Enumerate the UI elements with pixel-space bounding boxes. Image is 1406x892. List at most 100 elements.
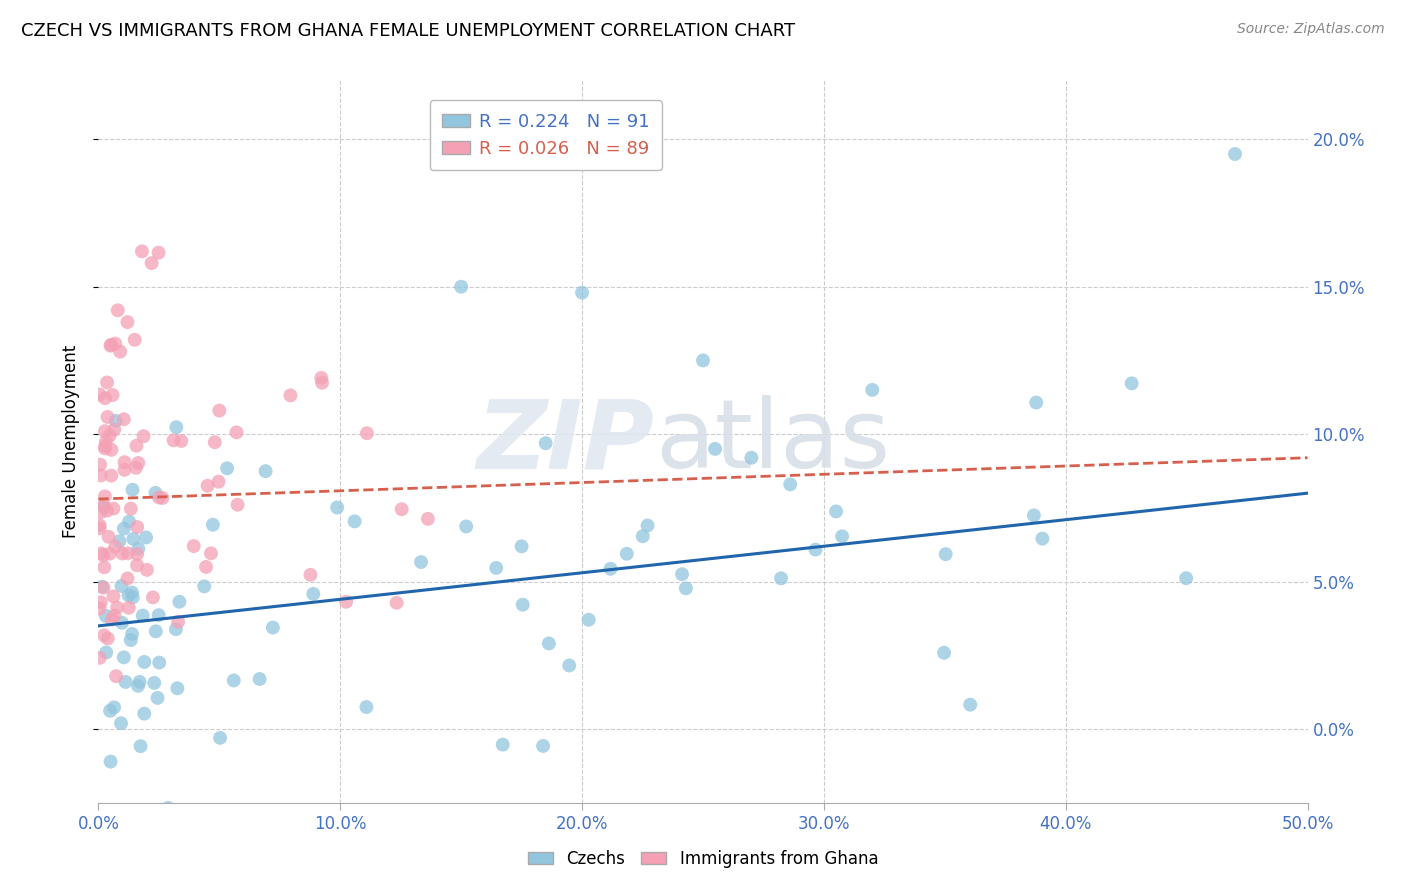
Point <box>96 376 118 390</box>
Point <box>104 414 127 428</box>
Point <box>91 580 114 594</box>
Point <box>1223 147 1246 161</box>
Point <box>162 434 184 448</box>
Point <box>136 563 159 577</box>
Point <box>94 442 117 456</box>
Point <box>935 547 957 561</box>
Point <box>831 529 853 543</box>
Point <box>456 519 478 533</box>
Point <box>166 681 188 696</box>
Point <box>148 245 170 260</box>
Point <box>209 731 232 745</box>
Point <box>125 558 148 573</box>
Point <box>91 548 114 562</box>
Point <box>225 425 247 440</box>
Point <box>148 656 170 670</box>
Point <box>125 460 148 475</box>
Point <box>675 582 697 596</box>
Point <box>804 542 827 557</box>
Point <box>105 600 128 615</box>
Point <box>112 522 135 536</box>
Point <box>114 455 136 469</box>
Point <box>93 628 115 642</box>
Point <box>94 424 117 438</box>
Point <box>98 547 121 561</box>
Point <box>89 458 111 472</box>
Point <box>217 461 239 475</box>
Point <box>118 600 141 615</box>
Point <box>121 585 143 599</box>
Point <box>779 477 801 491</box>
Point <box>537 636 560 650</box>
Point <box>134 655 156 669</box>
Point <box>93 499 115 513</box>
Point <box>356 426 378 441</box>
Text: ZIP: ZIP <box>477 395 655 488</box>
Point <box>121 591 143 605</box>
Point <box>90 595 112 609</box>
Point <box>141 256 163 270</box>
Point <box>165 420 187 434</box>
Point <box>94 434 117 449</box>
Legend: Czechs, Immigrants from Ghana: Czechs, Immigrants from Ghana <box>520 844 886 875</box>
Point <box>302 587 325 601</box>
Point <box>97 632 120 646</box>
Point <box>222 673 245 688</box>
Point <box>558 658 581 673</box>
Point <box>97 530 120 544</box>
Point <box>132 608 155 623</box>
Point <box>121 627 143 641</box>
Point <box>127 547 149 561</box>
Point <box>117 572 139 586</box>
Point <box>165 622 187 636</box>
Point <box>409 555 432 569</box>
Point <box>148 491 170 505</box>
Point <box>385 596 408 610</box>
Point <box>127 679 149 693</box>
Point <box>145 624 167 639</box>
Point <box>101 388 124 402</box>
Point <box>117 588 139 602</box>
Point <box>129 739 152 753</box>
Point <box>1121 376 1143 391</box>
Point <box>90 505 112 519</box>
Point <box>98 704 121 718</box>
Point <box>89 521 111 535</box>
Point <box>193 579 215 593</box>
Point <box>860 383 883 397</box>
Point <box>94 439 117 453</box>
Point <box>111 547 134 561</box>
Point <box>90 468 112 483</box>
Point <box>93 581 115 595</box>
Point <box>96 409 118 424</box>
Point <box>510 539 533 553</box>
Point <box>94 608 117 623</box>
Point <box>1022 508 1045 523</box>
Point <box>637 518 659 533</box>
Point <box>704 442 727 456</box>
Point <box>118 515 141 529</box>
Point <box>531 739 554 753</box>
Point <box>671 567 693 582</box>
Point <box>200 546 222 560</box>
Point <box>114 675 136 690</box>
Point <box>105 669 128 683</box>
Point <box>262 621 284 635</box>
Point <box>96 645 118 659</box>
Point <box>101 613 124 627</box>
Point <box>825 504 848 518</box>
Point <box>280 388 302 402</box>
Point <box>100 755 122 769</box>
Point <box>89 651 111 665</box>
Point <box>93 500 115 514</box>
Point <box>311 371 333 385</box>
Point <box>692 353 714 368</box>
Point <box>770 571 793 585</box>
Point <box>120 633 142 648</box>
Y-axis label: Female Unemployment: Female Unemployment <box>62 345 80 538</box>
Point <box>110 579 132 593</box>
Point <box>127 456 149 470</box>
Point <box>959 698 981 712</box>
Text: Source: ZipAtlas.com: Source: ZipAtlas.com <box>1237 22 1385 37</box>
Point <box>226 498 249 512</box>
